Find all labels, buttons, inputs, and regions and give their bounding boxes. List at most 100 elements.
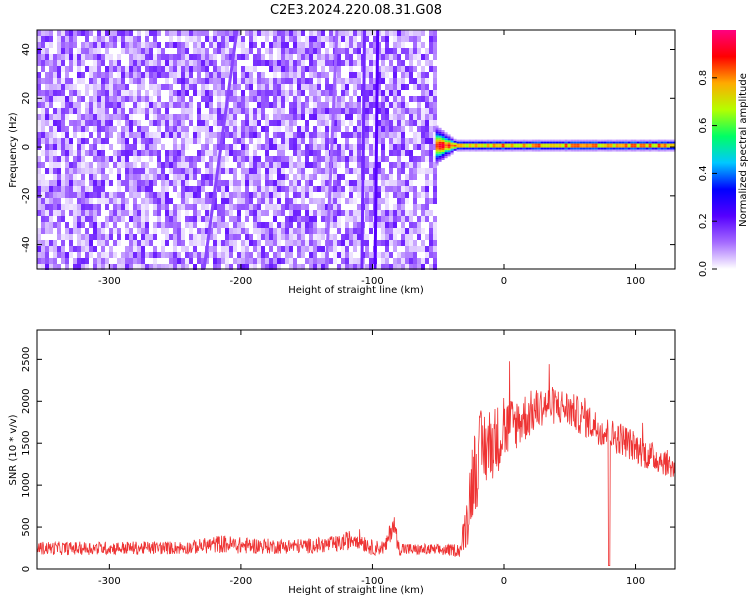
noise-cell bbox=[229, 198, 233, 204]
signal-cell bbox=[522, 141, 526, 144]
noise-cell bbox=[113, 162, 117, 168]
noise-cell bbox=[317, 162, 321, 168]
signal-cell bbox=[516, 139, 520, 142]
noise-cell bbox=[373, 42, 377, 48]
signal-cell bbox=[441, 142, 445, 144]
noise-cell bbox=[81, 114, 85, 120]
noise-cell bbox=[77, 264, 81, 270]
noise-cell bbox=[429, 48, 433, 54]
noise-cell bbox=[393, 264, 397, 270]
noise-cell bbox=[85, 240, 89, 246]
signal-cell bbox=[627, 141, 631, 144]
noise-cell bbox=[41, 222, 45, 228]
noise-cell bbox=[65, 168, 69, 174]
noise-cell bbox=[365, 246, 369, 252]
noise-cell bbox=[157, 204, 161, 210]
signal-cell bbox=[663, 141, 667, 144]
noise-cell bbox=[377, 174, 381, 180]
noise-cell bbox=[293, 192, 297, 198]
noise-cell bbox=[225, 168, 229, 174]
noise-cell bbox=[149, 192, 153, 198]
noise-cell bbox=[349, 150, 353, 156]
noise-cell bbox=[117, 96, 121, 102]
signal-cell bbox=[672, 149, 676, 152]
noise-cell bbox=[393, 246, 397, 252]
noise-cell bbox=[293, 132, 297, 138]
noise-cell bbox=[109, 156, 113, 162]
noise-cell bbox=[105, 252, 109, 258]
noise-cell bbox=[265, 204, 269, 210]
signal-cell bbox=[453, 144, 457, 147]
noise-cell bbox=[237, 30, 241, 36]
noise-cell bbox=[405, 84, 409, 90]
noise-cell bbox=[213, 36, 217, 42]
noise-cell bbox=[133, 180, 137, 186]
noise-cell bbox=[285, 48, 289, 54]
noise-cell bbox=[357, 114, 361, 120]
noise-cell bbox=[397, 264, 401, 270]
noise-cell bbox=[141, 180, 145, 186]
noise-cell bbox=[337, 48, 341, 54]
spectrogram-x-tick-label: 0 bbox=[501, 276, 507, 287]
noise-cell bbox=[297, 36, 301, 42]
noise-cell bbox=[89, 246, 93, 252]
noise-cell bbox=[249, 198, 253, 204]
noise-cell bbox=[77, 102, 81, 108]
noise-cell bbox=[201, 42, 205, 48]
noise-cell bbox=[177, 234, 181, 240]
noise-cell bbox=[393, 144, 397, 150]
noise-cell bbox=[165, 126, 169, 132]
noise-cell bbox=[369, 108, 373, 114]
noise-cell bbox=[69, 198, 73, 204]
noise-cell bbox=[57, 36, 61, 42]
noise-cell bbox=[161, 174, 165, 180]
noise-cell bbox=[305, 84, 309, 90]
noise-cell bbox=[153, 180, 157, 186]
noise-cell bbox=[229, 144, 233, 150]
signal-cell bbox=[579, 145, 583, 148]
noise-cell bbox=[73, 54, 77, 60]
spectrogram-x-tick-label: -100 bbox=[361, 276, 384, 287]
noise-cell bbox=[181, 204, 185, 210]
noise-cell bbox=[185, 192, 189, 198]
signal-cell bbox=[444, 134, 448, 137]
noise-cell bbox=[133, 222, 137, 228]
noise-cell bbox=[285, 144, 289, 150]
noise-cell bbox=[257, 48, 261, 54]
noise-cell bbox=[389, 138, 393, 144]
noise-cell bbox=[89, 72, 93, 78]
noise-cell bbox=[309, 252, 313, 258]
noise-cell bbox=[213, 132, 217, 138]
noise-cell bbox=[233, 96, 237, 102]
noise-cell bbox=[305, 228, 309, 234]
noise-cell bbox=[397, 84, 401, 90]
noise-cell bbox=[413, 108, 417, 114]
signal-cell bbox=[537, 141, 541, 144]
signal-cell bbox=[540, 141, 544, 144]
noise-cell bbox=[89, 150, 93, 156]
noise-cell bbox=[321, 156, 325, 162]
noise-cell bbox=[285, 60, 289, 66]
noise-cell bbox=[69, 180, 73, 186]
noise-cell bbox=[77, 240, 81, 246]
signal-cell bbox=[621, 139, 625, 142]
noise-cell bbox=[69, 66, 73, 72]
signal-cell bbox=[531, 141, 535, 144]
noise-cell bbox=[113, 210, 117, 216]
noise-cell bbox=[153, 234, 157, 240]
noise-cell bbox=[241, 204, 245, 210]
noise-cell bbox=[313, 162, 317, 168]
noise-cell bbox=[61, 240, 65, 246]
noise-cell bbox=[417, 258, 421, 264]
noise-cell bbox=[233, 156, 237, 162]
noise-cell bbox=[321, 216, 325, 222]
signal-cell bbox=[471, 149, 475, 152]
signal-cell bbox=[555, 143, 559, 146]
noise-cell bbox=[429, 150, 433, 156]
signal-cell bbox=[633, 139, 637, 142]
noise-cell bbox=[333, 138, 337, 144]
signal-cell bbox=[672, 141, 676, 144]
noise-cell bbox=[193, 132, 197, 138]
noise-cell bbox=[141, 240, 145, 246]
noise-cell bbox=[277, 102, 281, 108]
